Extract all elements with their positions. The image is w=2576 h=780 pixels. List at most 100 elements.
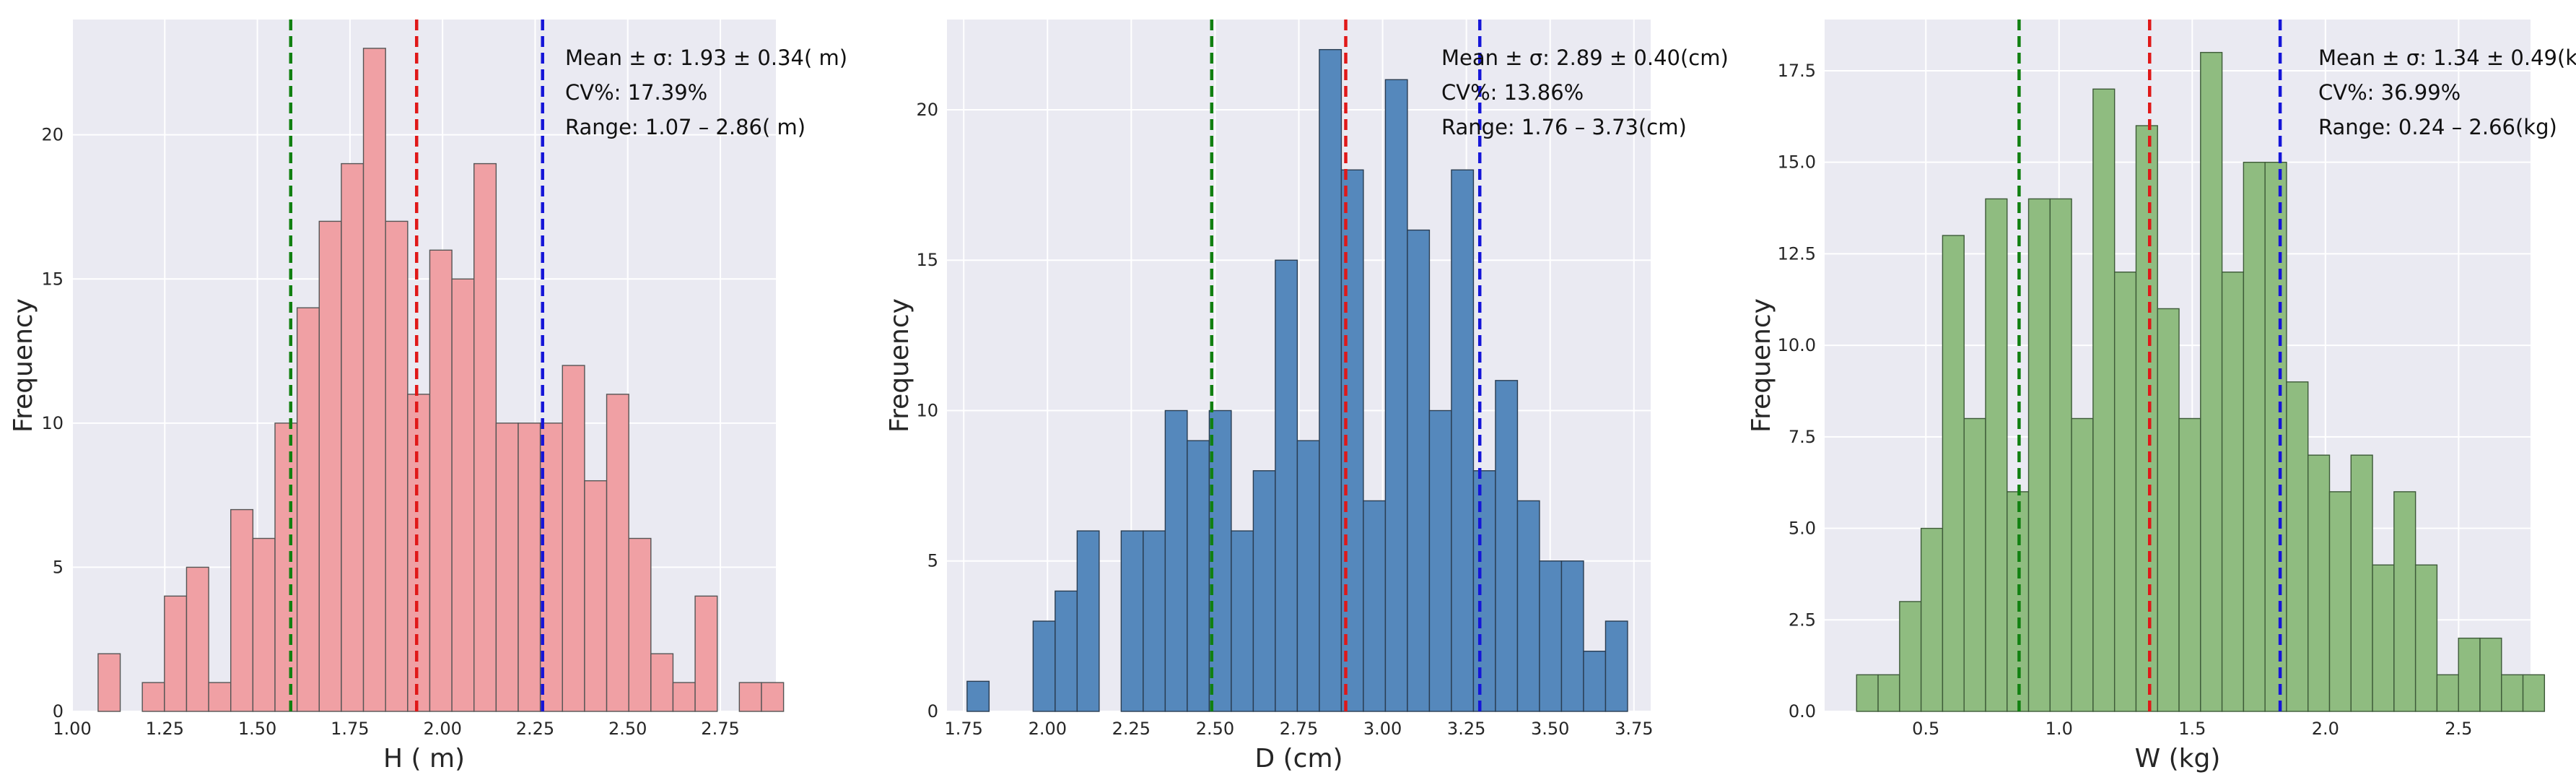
histogram-bar — [2200, 51, 2223, 712]
histogram-bars — [1856, 51, 2546, 712]
histogram-bar — [429, 249, 453, 712]
histogram-bar — [2372, 564, 2395, 712]
y-axis-label: Frequency — [1747, 298, 1776, 433]
y-tick-label: 17.5 — [1778, 61, 1816, 81]
histogram-bar — [1384, 79, 1408, 712]
histogram-bar — [1187, 440, 1210, 712]
histogram-bar — [1164, 410, 1188, 712]
histogram-bar — [2458, 637, 2481, 712]
histogram-bar — [1539, 560, 1563, 712]
annotation-line: Mean ± σ: 1.34 ± 0.49(kg) — [2318, 46, 2576, 70]
x-tick-labels: 0.5 1.0 1.5 2.0 2.5 — [1912, 719, 2472, 739]
histogram-bar — [1920, 527, 1944, 712]
histogram-bar — [1583, 650, 1607, 712]
histogram-bar — [341, 162, 364, 712]
histogram-bar — [362, 48, 386, 712]
annotation-line: CV%: 17.39% — [565, 80, 707, 105]
histogram-bar — [966, 680, 990, 712]
histogram-bar — [1252, 470, 1276, 712]
x-tick-label: 1.50 — [238, 719, 276, 739]
histogram-bar — [2071, 417, 2094, 712]
annotation-line: CV%: 36.99% — [2318, 80, 2461, 105]
histogram-bar — [208, 682, 232, 712]
histogram-bar — [1407, 229, 1431, 712]
histogram-bar — [1275, 259, 1298, 712]
histogram-bar — [2436, 674, 2459, 712]
annotation-line: Range: 1.76 – 3.73(cm) — [1441, 115, 1687, 139]
histogram-bar — [650, 653, 674, 712]
histogram-bar — [2501, 674, 2524, 712]
histogram-bar — [274, 422, 298, 712]
x-tick-label: 2.50 — [608, 719, 647, 739]
histogram-bar — [495, 422, 519, 712]
x-tick-label: 1.00 — [53, 719, 91, 739]
histogram-bar — [1604, 620, 1628, 712]
histogram-bar — [2479, 637, 2502, 712]
histogram-bar — [2286, 381, 2309, 712]
histogram-bar — [407, 394, 431, 712]
y-tick-label: 20 — [41, 125, 64, 145]
y-tick-label: 15 — [916, 250, 938, 270]
histogram-bar — [584, 480, 608, 712]
y-axis-label: Frequency — [885, 298, 914, 433]
histogram-bar — [2135, 125, 2158, 712]
histogram-bar — [164, 595, 188, 712]
y-tick-label: 2.5 — [1789, 610, 1816, 630]
histogram-bar — [1451, 169, 1475, 712]
x-tick-label: 2.25 — [516, 719, 554, 739]
y-tick-label: 10 — [41, 413, 64, 433]
x-tick-label: 2.00 — [423, 719, 461, 739]
y-tick-label: 10.0 — [1778, 335, 1816, 355]
histogram-bar — [2264, 161, 2287, 712]
x-tick-label: 2.50 — [1196, 719, 1234, 739]
histogram-bars — [97, 48, 785, 712]
annotation-line: CV%: 13.86% — [1441, 80, 1584, 105]
subplot-weight: 0.5 1.0 1.5 2.0 2.5 0.0 2.5 5.0 7.5 10.0 12.5 15.0 1… — [1747, 20, 2576, 774]
histogram-bar — [1231, 530, 1254, 712]
histogram-bar — [2414, 564, 2438, 712]
histogram-bar — [1143, 530, 1166, 712]
histogram-bar — [1428, 410, 1452, 712]
histogram-bar — [2522, 674, 2546, 712]
histogram-bar — [738, 682, 762, 712]
annotation-line: Range: 1.07 – 2.86( m) — [565, 115, 805, 139]
y-tick-label: 12.5 — [1778, 243, 1816, 264]
histogram-bar — [2393, 491, 2416, 712]
histogram-bar — [1055, 590, 1078, 712]
stats-annotation: Mean ± σ: 1.93 ± 0.34( m) CV%: 17.39% Rang… — [565, 46, 847, 139]
histogram-bar — [1877, 674, 1900, 712]
annotation-line: Mean ± σ: 2.89 ± 0.40(cm) — [1441, 46, 1729, 70]
histogram-bar — [2157, 308, 2180, 712]
y-tick-label: 5 — [53, 557, 64, 577]
x-axis-label: D (cm) — [1254, 744, 1342, 774]
y-tick-label: 0 — [927, 701, 938, 722]
histogram-bar — [1963, 417, 1986, 712]
histogram-bar — [2178, 417, 2201, 712]
y-tick-label: 15 — [41, 269, 64, 289]
y-tick-label: 0 — [53, 701, 64, 722]
histogram-bar — [141, 682, 165, 712]
histogram-bar — [2328, 491, 2352, 712]
y-tick-labels: 0.0 2.5 5.0 7.5 10.0 12.5 15.0 17.5 — [1778, 61, 1816, 722]
x-tick-label: 2.75 — [701, 719, 739, 739]
histogram-bar — [518, 422, 541, 712]
y-tick-label: 10 — [916, 400, 938, 420]
x-tick-label: 2.25 — [1112, 719, 1151, 739]
stats-annotation: Mean ± σ: 1.34 ± 0.49(kg) CV%: 36.99% Rang… — [2318, 46, 2576, 139]
stats-annotation: Mean ± σ: 2.89 ± 0.40(cm) CV%: 13.86% Rang… — [1441, 46, 1729, 139]
histogram-bar — [1942, 235, 1965, 712]
y-axis-label: Frequency — [9, 298, 38, 433]
histogram-bar — [694, 595, 718, 712]
histogram-bar — [1899, 601, 1922, 712]
x-tick-label: 2.00 — [1029, 719, 1067, 739]
x-tick-label: 3.00 — [1363, 719, 1402, 739]
subplot-diameter: 1.75 2.00 2.25 2.50 2.75 3.00 3.25 3.50 3.75 0 5 10… — [885, 20, 1729, 774]
x-tick-label: 2.0 — [2312, 719, 2339, 739]
annotation-line: Mean ± σ: 1.93 ± 0.34( m) — [565, 46, 847, 70]
histogram-bar — [2243, 161, 2266, 712]
y-tick-label: 15.0 — [1778, 152, 1816, 173]
x-axis-label: H ( m) — [383, 744, 465, 774]
histogram-bar — [2049, 198, 2072, 712]
histogram-bar — [2113, 272, 2137, 712]
